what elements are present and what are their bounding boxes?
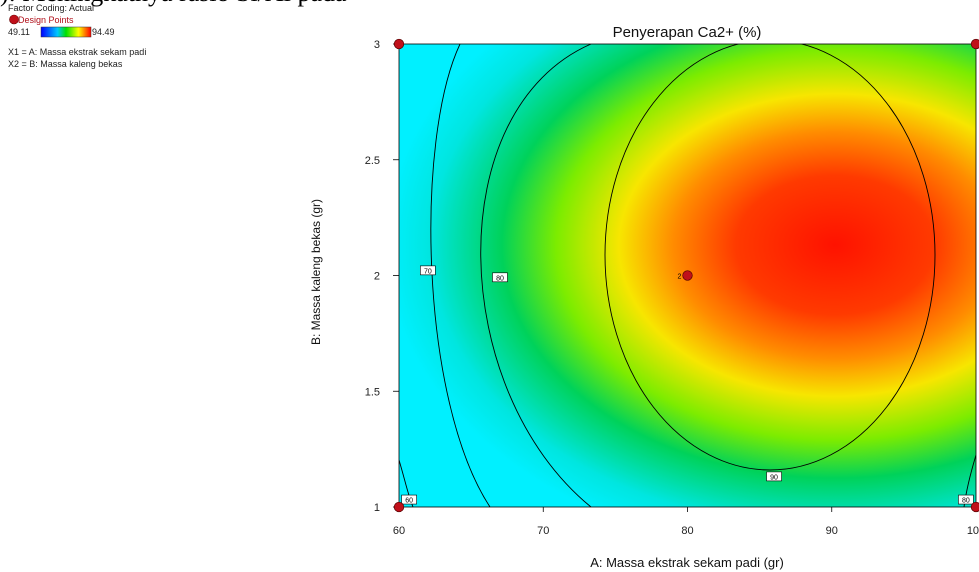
contour-value-label: 70 — [420, 265, 436, 276]
design-point-count-label: 2 — [678, 274, 682, 281]
x-axis-label: A: Massa ekstrak sekam padi (gr) — [590, 555, 784, 570]
legend-color-bar — [40, 26, 92, 38]
scale-min-label: 49.11 — [8, 27, 30, 37]
y-tick-label: 3 — [374, 39, 380, 51]
x2-definition: X2 = B: Massa kaleng bekas — [8, 59, 123, 69]
contour-value-label: 80 — [492, 272, 508, 283]
contour-label-box — [958, 494, 974, 505]
x-tick-label: 90 — [826, 525, 838, 537]
contour-label-text: 70 — [424, 268, 432, 275]
contour-line-90 — [604, 44, 936, 471]
contour-label-box — [492, 272, 508, 283]
contour-label-text: 90 — [770, 475, 778, 482]
design-point — [970, 38, 979, 50]
design-point — [682, 270, 693, 281]
design-point — [970, 501, 979, 513]
y-tick-label: 2.5 — [365, 155, 380, 167]
contour-label-text: 80 — [496, 275, 504, 282]
factor-coding-label: Factor Coding: Actual — [8, 3, 95, 13]
contour-value-label: 60 — [401, 494, 417, 505]
contour-value-label: 80 — [958, 494, 974, 505]
scale-max-label: 94.49 — [92, 27, 115, 37]
y-tick-label: 1.5 — [365, 386, 380, 398]
contour-line-80-left — [480, 44, 592, 507]
y-axis-label: B: Massa kaleng bekas (gr) — [309, 199, 323, 345]
contour-label-box — [766, 471, 782, 482]
x1-definition: X1 = A: Massa ekstrak sekam padi — [8, 47, 147, 57]
design-point — [393, 38, 405, 50]
y-tick-label: 1 — [374, 502, 380, 514]
contour-label-box — [401, 494, 417, 505]
x-tick-label: 70 — [537, 525, 549, 537]
chart-title: Penyerapan Ca2+ (%) — [613, 24, 762, 41]
x-tick-label: 80 — [681, 525, 693, 537]
contour-label-text: 80 — [962, 498, 970, 505]
design-points-label: Design Points — [18, 15, 74, 25]
x-tick-label: 60 — [393, 525, 405, 537]
document-heading-fragment: ): Meningkatnya rasio Si/Al pada — [0, 0, 347, 8]
contour-label-text: 60 — [405, 498, 413, 505]
contour-value-label: 90 — [766, 471, 782, 482]
contour-label-box — [420, 265, 436, 276]
design-point — [393, 501, 405, 513]
y-tick-label: 2 — [374, 271, 380, 283]
x-tick-label: 100 — [967, 525, 979, 537]
legend-design-point-marker — [9, 14, 19, 25]
